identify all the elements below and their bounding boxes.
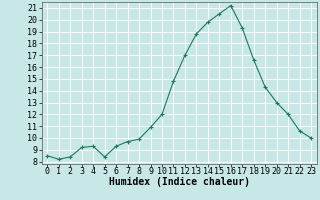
X-axis label: Humidex (Indice chaleur): Humidex (Indice chaleur): [109, 177, 250, 187]
